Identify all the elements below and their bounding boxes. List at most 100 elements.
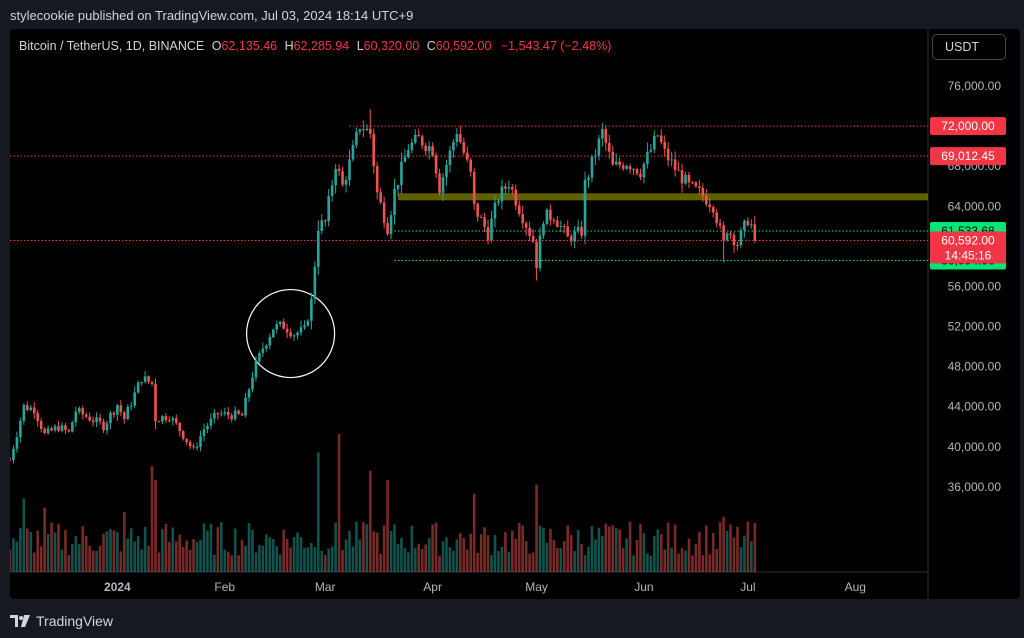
candle-body	[39, 421, 43, 429]
candle-body	[310, 298, 313, 321]
volume-bar	[476, 552, 479, 572]
candle-body	[216, 412, 220, 415]
candle-body	[604, 128, 608, 143]
candle-body	[299, 327, 303, 333]
time-tick-label: Jul	[740, 580, 755, 594]
candle-body	[15, 437, 19, 449]
volume-bar	[601, 536, 604, 572]
candle-body	[368, 128, 372, 134]
candle-body	[618, 161, 621, 166]
volume-bar	[490, 554, 493, 572]
volume-bar	[472, 493, 476, 572]
brand[interactable]: TradingView	[10, 612, 113, 630]
candle-body	[476, 203, 479, 217]
volume-bar	[746, 521, 750, 572]
volume-bar	[642, 533, 646, 572]
volume-bar	[729, 524, 732, 572]
volume-bar	[341, 549, 344, 572]
top-bar: stylecookie published on TradingView.com…	[0, 0, 1024, 30]
candle-body	[486, 226, 490, 240]
volume-bar	[590, 526, 594, 572]
volume-bar	[129, 528, 133, 572]
volume-bar	[351, 546, 355, 572]
candle-body	[521, 214, 524, 224]
level-tag-72000-bg	[930, 117, 1006, 136]
candle-body	[431, 146, 434, 156]
candle-body	[414, 134, 417, 143]
price-tick-label: 64,000.00	[948, 199, 1002, 213]
candle-body	[504, 186, 507, 189]
volume-bar	[701, 555, 705, 572]
volume-bar	[673, 524, 677, 572]
candle-body	[659, 135, 663, 143]
candle-body	[195, 446, 199, 448]
candle-body	[77, 408, 81, 412]
candle-body	[213, 412, 216, 419]
level-tag-72000-label: 72,000.00	[941, 119, 995, 133]
candle-body	[317, 231, 320, 267]
chart-canvas[interactable]: 76,000.0072,000.0068,000.0064,000.0060,0…	[10, 29, 1020, 599]
volume-bar	[753, 523, 757, 572]
volume-bar	[216, 527, 220, 572]
volume-bar	[618, 529, 621, 572]
candle-body	[174, 418, 178, 424]
candle-body	[192, 446, 195, 448]
candle-body	[708, 204, 712, 208]
candle-body	[517, 205, 521, 215]
candle-body	[611, 151, 615, 165]
volume-bar	[739, 547, 743, 572]
volume-bar	[126, 538, 130, 572]
candle-body	[666, 148, 670, 161]
candle-body	[507, 187, 511, 189]
candle-body	[275, 324, 279, 330]
volume-bar	[60, 549, 64, 572]
volume-bar	[382, 525, 386, 572]
candle-body	[365, 128, 369, 131]
candle-body	[351, 144, 355, 160]
volume-bar	[133, 541, 137, 572]
candle-body	[220, 413, 223, 415]
volume-bar	[556, 547, 559, 572]
volume-bar	[538, 525, 542, 572]
price-tick-label: 56,000.00	[948, 279, 1002, 293]
volume-bar	[77, 544, 81, 572]
candle-body	[403, 157, 407, 162]
candle-body	[375, 166, 379, 193]
candle-body	[632, 169, 635, 171]
volume-bar	[736, 526, 739, 572]
volume-bar	[15, 541, 19, 572]
time-tick-label: Mar	[315, 580, 336, 594]
candle-body	[226, 412, 230, 416]
volume-bar	[656, 529, 660, 572]
candle-body	[393, 188, 396, 216]
candle-body	[704, 195, 708, 205]
volume-bar	[666, 522, 670, 572]
candle-body	[154, 383, 157, 422]
candle-body	[161, 416, 164, 422]
candle-body	[57, 426, 60, 431]
volume-bar	[362, 522, 365, 572]
candle-body	[164, 416, 168, 421]
candle-body	[594, 155, 597, 157]
candle-body	[434, 155, 438, 174]
volume-bar	[348, 530, 351, 572]
volume-bar	[136, 536, 140, 572]
candle-body	[296, 332, 299, 336]
candle-body	[330, 185, 334, 197]
candle-body	[698, 186, 701, 189]
time-tick-label: Jun	[634, 580, 653, 594]
volume-bar	[258, 544, 261, 572]
volume-bar	[715, 548, 718, 572]
candle-body	[178, 423, 182, 432]
volume-bar	[320, 550, 324, 572]
candle-body	[407, 150, 410, 158]
candle-body	[282, 321, 285, 329]
volume-bar	[36, 530, 40, 572]
chart-frame[interactable]: 76,000.0072,000.0068,000.0064,000.0060,0…	[10, 29, 1020, 599]
candle-body	[133, 392, 137, 406]
low-key: L	[356, 39, 364, 53]
currency-button[interactable]: USDT	[932, 34, 1006, 60]
candle-body	[684, 174, 687, 184]
volume-bar	[597, 527, 601, 572]
volume-bar	[694, 544, 698, 572]
